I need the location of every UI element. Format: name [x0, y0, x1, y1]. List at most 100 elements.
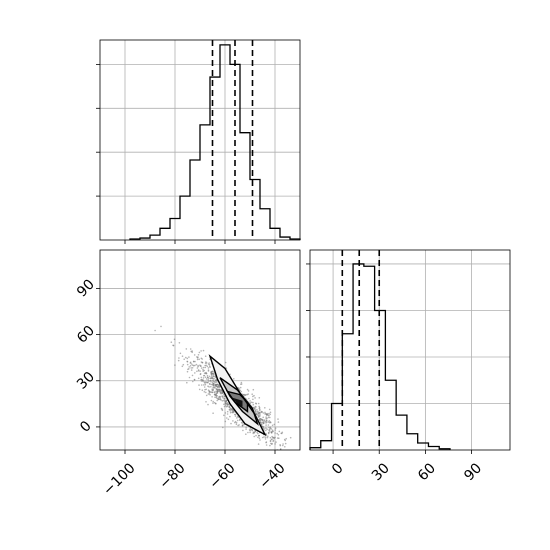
scatter-point [220, 407, 223, 410]
scatter-point [252, 401, 254, 404]
scatter-point [197, 364, 199, 367]
scatter-point [266, 414, 268, 416]
x-tick-label: −80 [156, 460, 188, 492]
scatter-point [179, 352, 182, 355]
scatter-point [172, 344, 174, 347]
scatter-point [203, 391, 206, 393]
scatter-point [216, 389, 219, 391]
scatter-point [160, 325, 162, 328]
scatter-point [215, 396, 218, 399]
scatter-point [211, 391, 213, 394]
scatter-point [190, 369, 193, 371]
x-tick-label: 30 [369, 460, 393, 484]
scatter-point [265, 419, 268, 422]
scatter-point [193, 360, 195, 363]
scatter-point [241, 424, 244, 427]
scatter-point [206, 365, 209, 368]
scatter-point [205, 371, 207, 374]
scatter-point [192, 380, 194, 383]
scatter-point [210, 380, 212, 383]
scatter-point [214, 387, 216, 389]
scatter-point [207, 379, 209, 381]
scatter-point [213, 372, 215, 375]
scatter-point [181, 365, 184, 368]
scatter-point [197, 377, 200, 380]
scatter-point [197, 354, 200, 356]
scatter-point [216, 391, 219, 393]
scatter-point [274, 443, 276, 445]
scatter-point [202, 380, 204, 383]
scatter-point [210, 399, 213, 402]
scatter-point [198, 351, 201, 354]
scatter-point [259, 439, 261, 441]
scatter-point [191, 367, 194, 369]
scatter-point [218, 386, 220, 389]
scatter-point [289, 436, 292, 439]
scatter-point [247, 431, 249, 434]
scatter-point [221, 409, 224, 412]
scatter-point [268, 426, 270, 429]
scatter-point [264, 436, 267, 439]
scatter-point [268, 431, 270, 434]
scatter-point [249, 429, 251, 432]
scatter-point [243, 423, 245, 426]
contour-line [225, 390, 249, 413]
axes-frame [99, 249, 301, 451]
scatter-point [202, 379, 204, 381]
scatter-point [266, 436, 269, 439]
scatter-point [208, 375, 211, 378]
scatter-point [265, 416, 267, 418]
scatter-point [218, 396, 220, 399]
scatter-point [213, 393, 216, 396]
scatter-point [154, 329, 156, 332]
scatter-point [202, 349, 205, 352]
scatter-point [235, 423, 238, 426]
scatter-point [196, 357, 199, 359]
scatter-point [217, 397, 220, 400]
scatter-point [248, 397, 250, 400]
scatter-point [234, 421, 236, 424]
scatter-point [229, 415, 231, 418]
scatter-point [253, 435, 255, 438]
scatter-point [190, 367, 192, 369]
scatter-point [257, 432, 259, 435]
scatter-point [213, 391, 216, 393]
scatter-point [203, 374, 205, 377]
scatter-point [212, 375, 215, 378]
scatter-point [187, 368, 189, 371]
scatter-point [240, 383, 243, 385]
scatter-point [214, 384, 216, 386]
scatter-point [201, 389, 204, 392]
scatter-point [212, 378, 215, 380]
scatter-point [227, 418, 230, 421]
scatter-point [267, 435, 269, 438]
scatter-point [249, 400, 251, 402]
scatter-point [191, 350, 193, 352]
scatter-point [273, 437, 275, 440]
scatter-point [194, 364, 196, 367]
scatter-point [256, 408, 258, 411]
scatter-point [223, 395, 225, 398]
scatter-point [271, 430, 274, 433]
scatter-point [214, 396, 216, 399]
scatter-point [219, 395, 222, 398]
scatter-point [252, 388, 255, 391]
scatter-point [200, 378, 202, 381]
scatter-point [277, 421, 280, 423]
scatter-point [245, 433, 247, 436]
scatter-point [261, 419, 264, 421]
scatter-point [264, 411, 266, 414]
y-tick-label: 60 [74, 323, 98, 347]
scatter-point [225, 405, 227, 407]
scatter-point [236, 415, 239, 418]
scatter-point [185, 348, 188, 350]
scatter-point [264, 438, 267, 440]
scatter-point [262, 412, 265, 414]
scatter-point [206, 374, 209, 377]
scatter-point [225, 402, 228, 405]
scatter-point [189, 348, 192, 350]
scatter-point [205, 391, 207, 394]
scatter-point [186, 370, 189, 373]
scatter-point [234, 415, 237, 417]
scatter-point [221, 395, 224, 398]
